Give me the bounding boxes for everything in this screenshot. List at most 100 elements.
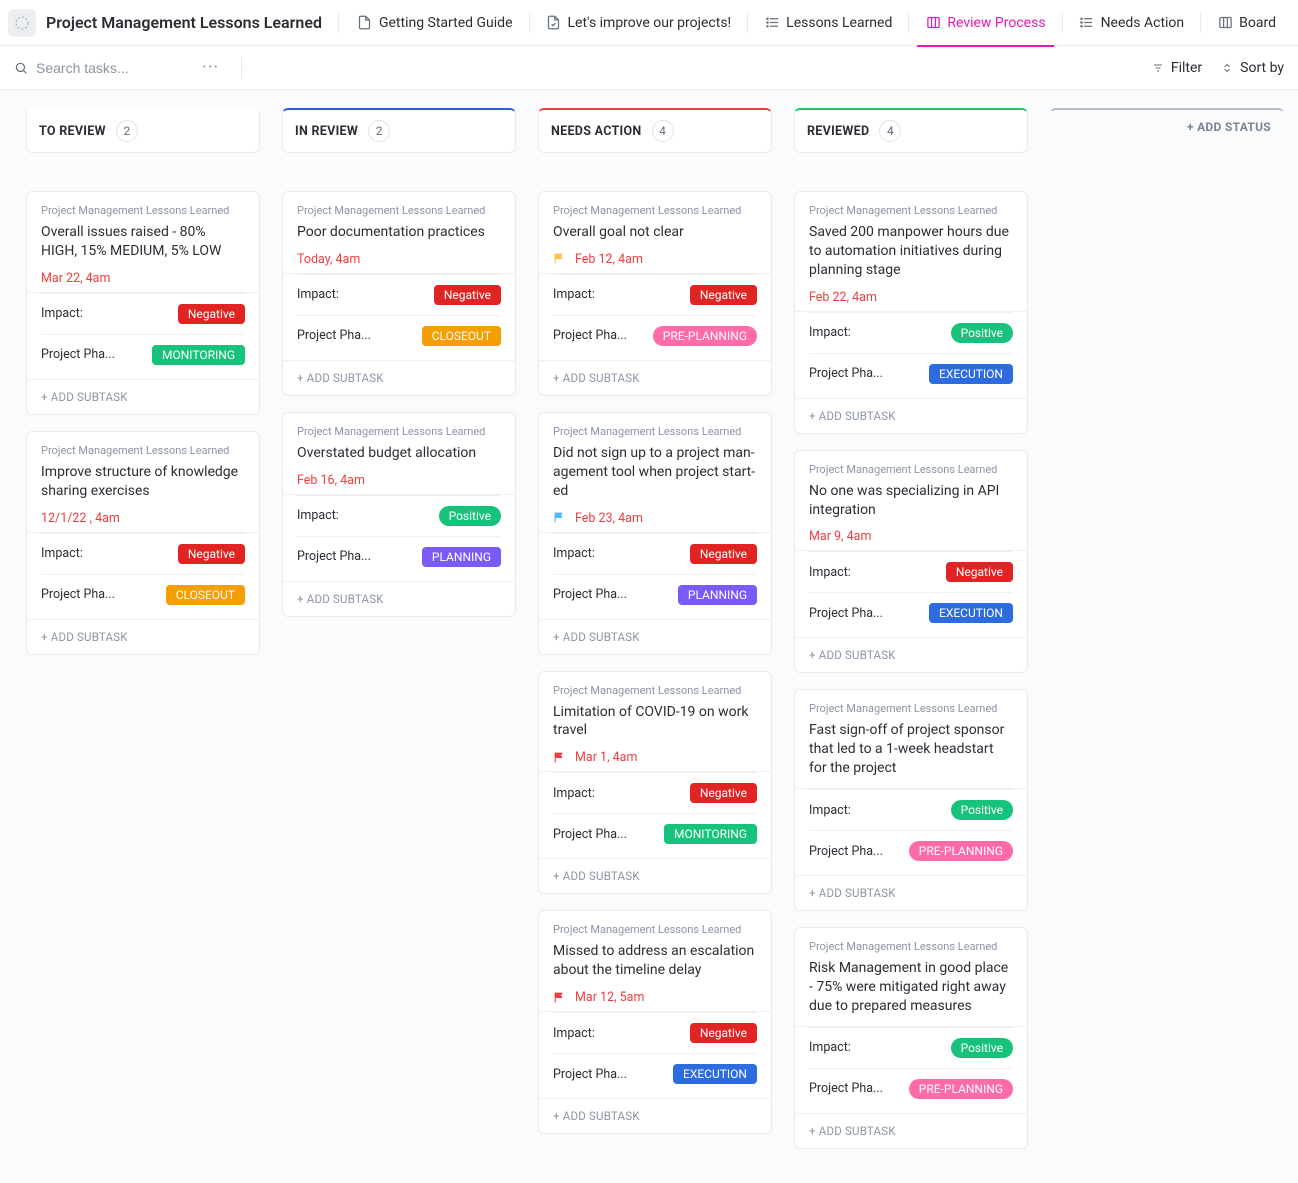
- add-subtask-button[interactable]: + ADD SUBTASK: [283, 581, 515, 616]
- search-input[interactable]: [36, 60, 186, 76]
- filter-button[interactable]: Filter: [1151, 60, 1202, 76]
- column-header[interactable]: TO REVIEW 2: [26, 108, 260, 153]
- tab-review-process[interactable]: Review Process: [913, 0, 1057, 46]
- task-card[interactable]: Project Management Lessons Learned Saved…: [794, 191, 1028, 434]
- add-subtask-button[interactable]: + ADD SUBTASK: [795, 1113, 1027, 1148]
- impact-row: Impact: Negative: [297, 274, 501, 315]
- list-icon: [1079, 15, 1095, 31]
- phase-row: Project Pha... MONITORING: [553, 813, 757, 854]
- due-date: Mar 1, 4am: [553, 750, 757, 765]
- tab-getting-started-guide[interactable]: Getting Started Guide: [345, 0, 525, 46]
- add-subtask-button[interactable]: + ADD SUBTASK: [795, 398, 1027, 433]
- sort-button[interactable]: Sort by: [1220, 60, 1284, 76]
- add-subtask-button[interactable]: + ADD SUBTASK: [795, 875, 1027, 910]
- phase-label: Project Pha...: [297, 549, 371, 564]
- phase-badge[interactable]: CLOSEOUT: [166, 585, 245, 605]
- add-status-column: + ADD STATUS: [1050, 108, 1284, 183]
- impact-badge[interactable]: Negative: [690, 1023, 757, 1043]
- tab-lessons-learned[interactable]: Lessons Learned: [752, 0, 904, 46]
- phase-badge[interactable]: EXECUTION: [929, 364, 1013, 384]
- task-card[interactable]: Project Management Lessons Learned Poor …: [282, 191, 516, 396]
- task-card[interactable]: Project Management Lessons Learned Risk …: [794, 927, 1028, 1149]
- card-title: Limitation of COVID-19 on work trav­el: [553, 703, 757, 741]
- phase-badge[interactable]: MONITORING: [664, 824, 757, 844]
- phase-badge[interactable]: PRE-PLANNING: [909, 841, 1013, 861]
- phase-label: Project Pha...: [553, 587, 627, 602]
- impact-badge[interactable]: Negative: [946, 562, 1013, 582]
- impact-row: Impact: Positive: [809, 312, 1013, 353]
- phase-badge[interactable]: PRE-PLANNING: [653, 326, 757, 346]
- impact-badge[interactable]: Negative: [690, 544, 757, 564]
- card-project: Project Management Lessons Learned: [809, 702, 1013, 715]
- impact-badge[interactable]: Negative: [434, 285, 501, 305]
- add-subtask-button[interactable]: + ADD SUBTASK: [27, 379, 259, 414]
- column-count: 2: [368, 120, 390, 142]
- workspace-icon[interactable]: [8, 9, 36, 37]
- phase-badge[interactable]: PLANNING: [422, 547, 501, 567]
- phase-badge[interactable]: EXECUTION: [673, 1064, 757, 1084]
- card-title: Risk Management in good place - 75% were…: [809, 959, 1013, 1016]
- column-header[interactable]: IN REVIEW 2: [282, 108, 516, 153]
- impact-label: Impact:: [809, 803, 851, 818]
- task-card[interactable]: Project Management Lessons Learned Impro…: [26, 431, 260, 655]
- column-count: 4: [652, 120, 674, 142]
- column-name: TO REVIEW: [39, 124, 106, 139]
- phase-badge[interactable]: PRE-PLANNING: [909, 1079, 1013, 1099]
- impact-badge[interactable]: Positive: [439, 506, 501, 526]
- divider: [1062, 13, 1063, 33]
- add-subtask-button[interactable]: + ADD SUBTASK: [539, 360, 771, 395]
- impact-badge[interactable]: Negative: [690, 285, 757, 305]
- tab-board[interactable]: Board: [1205, 0, 1288, 46]
- search-icon: [14, 61, 28, 75]
- column-header[interactable]: REVIEWED 4: [794, 108, 1028, 153]
- impact-badge[interactable]: Positive: [951, 323, 1013, 343]
- card-project: Project Management Lessons Learned: [41, 204, 245, 217]
- add-subtask-button[interactable]: + ADD SUBTASK: [539, 1098, 771, 1133]
- sort-label: Sort by: [1240, 60, 1284, 76]
- add-status-button[interactable]: + ADD STATUS: [1050, 108, 1284, 145]
- phase-badge[interactable]: EXECUTION: [929, 603, 1013, 623]
- column-header[interactable]: NEEDS ACTION 4: [538, 108, 772, 153]
- phase-label: Project Pha...: [809, 606, 883, 621]
- date-text: Mar 1, 4am: [575, 750, 637, 765]
- phase-badge[interactable]: PLANNING: [678, 585, 757, 605]
- add-subtask-button[interactable]: + ADD SUBTASK: [539, 619, 771, 654]
- impact-badge[interactable]: Negative: [178, 544, 245, 564]
- task-card[interactable]: Project Management Lessons Learned Overa…: [538, 191, 772, 396]
- phase-badge[interactable]: MONITORING: [152, 345, 245, 365]
- task-card[interactable]: Project Management Lessons Learned Misse…: [538, 910, 772, 1134]
- board-icon: [1217, 15, 1233, 31]
- task-card[interactable]: Project Management Lessons Learned Fast …: [794, 689, 1028, 911]
- phase-row: Project Pha... MONITORING: [41, 334, 245, 375]
- tab-let-s-improve-our-projects[interactable]: Let's improve our projects!: [534, 0, 744, 46]
- card-project: Project Management Lessons Learned: [553, 204, 757, 217]
- add-subtask-button[interactable]: + ADD SUBTASK: [795, 637, 1027, 672]
- flag-icon: [553, 511, 567, 525]
- add-subtask-button[interactable]: + ADD SUBTASK: [27, 619, 259, 654]
- task-card[interactable]: Project Management Lessons Learned No on…: [794, 450, 1028, 674]
- card-title: Overall issues raised - 80% HIGH, 15% ME…: [41, 223, 245, 261]
- impact-badge[interactable]: Positive: [951, 800, 1013, 820]
- impact-badge[interactable]: Negative: [690, 783, 757, 803]
- due-date: Mar 12, 5am: [553, 990, 757, 1005]
- date-text: 12/1/22 , 4am: [41, 511, 120, 526]
- tab-needs-action[interactable]: Needs Action: [1067, 0, 1197, 46]
- more-actions-button[interactable]: ···: [194, 57, 227, 78]
- impact-badge[interactable]: Negative: [178, 304, 245, 324]
- impact-row: Impact: Positive: [809, 789, 1013, 830]
- impact-label: Impact:: [41, 306, 83, 321]
- card-project: Project Management Lessons Learned: [297, 204, 501, 217]
- task-card[interactable]: Project Management Lessons Learned Overs…: [282, 412, 516, 617]
- task-card[interactable]: Project Management Lessons Learned Overa…: [26, 191, 260, 415]
- add-subtask-button[interactable]: + ADD SUBTASK: [539, 858, 771, 893]
- tab-label: Getting Started Guide: [379, 15, 513, 31]
- divider: [1200, 13, 1201, 33]
- impact-row: Impact: Positive: [809, 1027, 1013, 1068]
- phase-badge[interactable]: CLOSEOUT: [422, 326, 501, 346]
- task-card[interactable]: Project Management Lessons Learned Did n…: [538, 412, 772, 655]
- card-project: Project Management Lessons Learned: [809, 204, 1013, 217]
- task-card[interactable]: Project Management Lessons Learned Limit…: [538, 671, 772, 895]
- add-subtask-button[interactable]: + ADD SUBTASK: [283, 360, 515, 395]
- impact-badge[interactable]: Positive: [951, 1038, 1013, 1058]
- impact-row: Impact: Positive: [297, 495, 501, 536]
